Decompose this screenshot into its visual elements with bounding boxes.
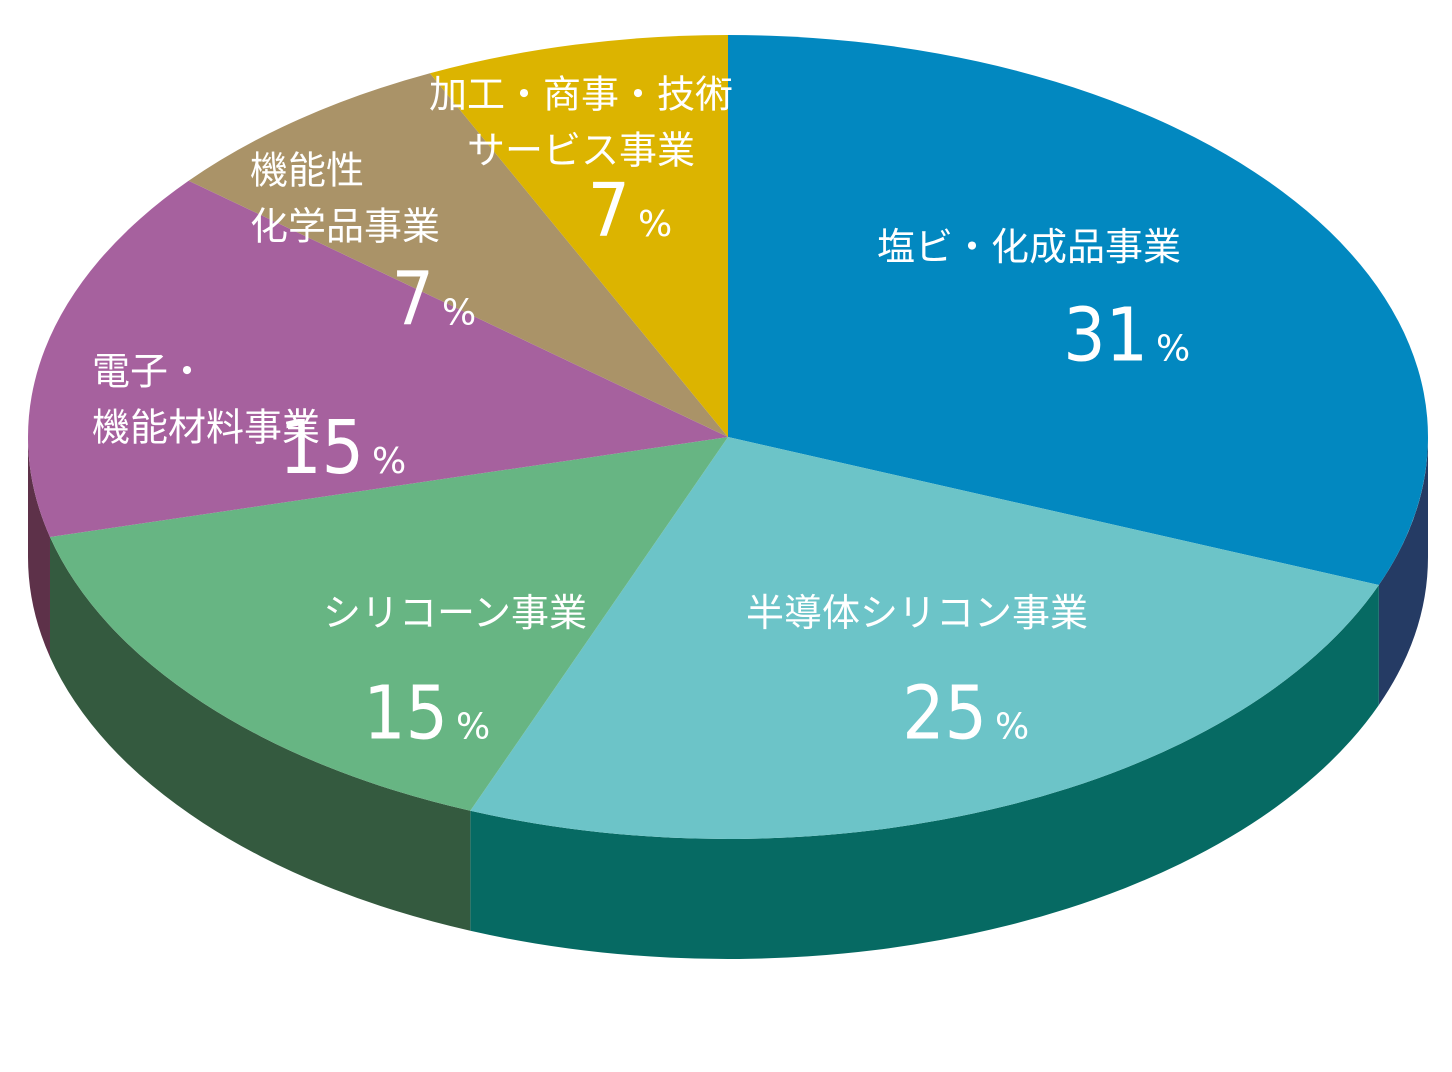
pie-side-wall <box>470 584 1379 959</box>
slice-unit-label: % <box>1156 329 1190 370</box>
slice-unit-label: % <box>372 441 406 482</box>
pie-slice <box>49 437 729 811</box>
slice-category-label: サービス事業 <box>467 128 695 172</box>
slice-value-label: 7 <box>588 168 630 254</box>
slice-category-label: 塩ビ・化成品事業 <box>877 225 1181 269</box>
slice-category-label: シリコーン事業 <box>323 591 587 635</box>
pie-slice <box>728 35 1428 585</box>
slice-category-label: 加工・商事・技術 <box>429 72 733 116</box>
pie-side-wall <box>1378 437 1428 705</box>
slice-category-label: 機能材料事業 <box>92 406 320 450</box>
slice-value-label: 25 <box>902 671 987 757</box>
pie-labels: 塩ビ・化成品事業 31 % 半導体シリコン事業 25 % シリコーン事業 15 % 電子・機能材料… <box>92 72 1190 756</box>
slice-unit-label: % <box>995 707 1029 748</box>
slice-value-label: 31 <box>1063 293 1148 379</box>
pie-side-walls <box>27 437 1428 959</box>
slice-value-label: 15 <box>279 405 364 491</box>
slice-value-label: 7 <box>392 256 434 342</box>
pie-slice <box>470 437 1379 839</box>
slice-unit-label: % <box>456 707 490 748</box>
pie-side-wall <box>49 536 471 931</box>
pie-slice <box>188 73 728 437</box>
slice-unit-label: % <box>638 204 672 245</box>
pie-slice <box>27 180 728 537</box>
slice-category-label: 半導体シリコン事業 <box>746 591 1088 635</box>
pie-top-slices <box>27 35 1428 839</box>
pie-slice <box>429 35 728 437</box>
slice-category-label: 機能性 <box>250 149 364 193</box>
slice-unit-label: % <box>442 292 476 333</box>
pie-side-wall <box>27 437 50 657</box>
slice-category-label: 化学品事業 <box>250 205 440 249</box>
slice-category-label: 電子・ <box>92 350 206 394</box>
slice-value-label: 15 <box>363 671 448 757</box>
